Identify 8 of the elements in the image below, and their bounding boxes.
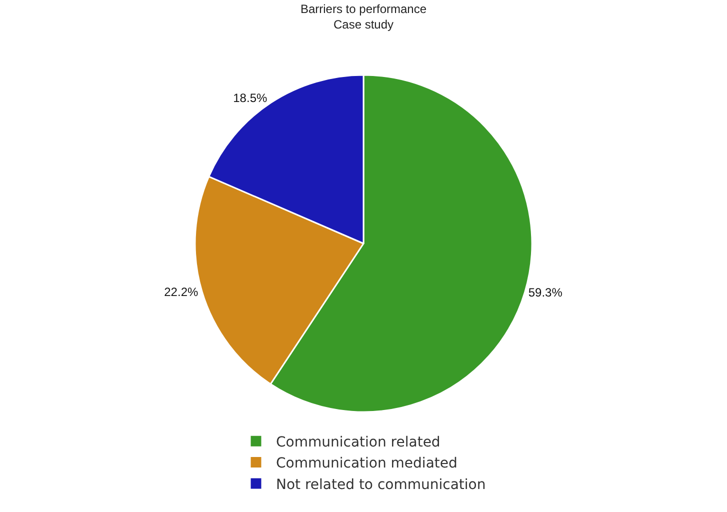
legend-label: Not related to communication: [276, 476, 486, 493]
chart-title: Barriers to performance: [300, 2, 427, 16]
data-label: 18.5%: [233, 90, 268, 105]
legend-label: Communication related: [276, 434, 440, 451]
chart-subtitle: Case study: [333, 17, 394, 32]
legend-label: Communication mediated: [276, 456, 458, 472]
data-label: 59.3%: [528, 286, 563, 300]
data-label: 22.2%: [164, 285, 198, 300]
